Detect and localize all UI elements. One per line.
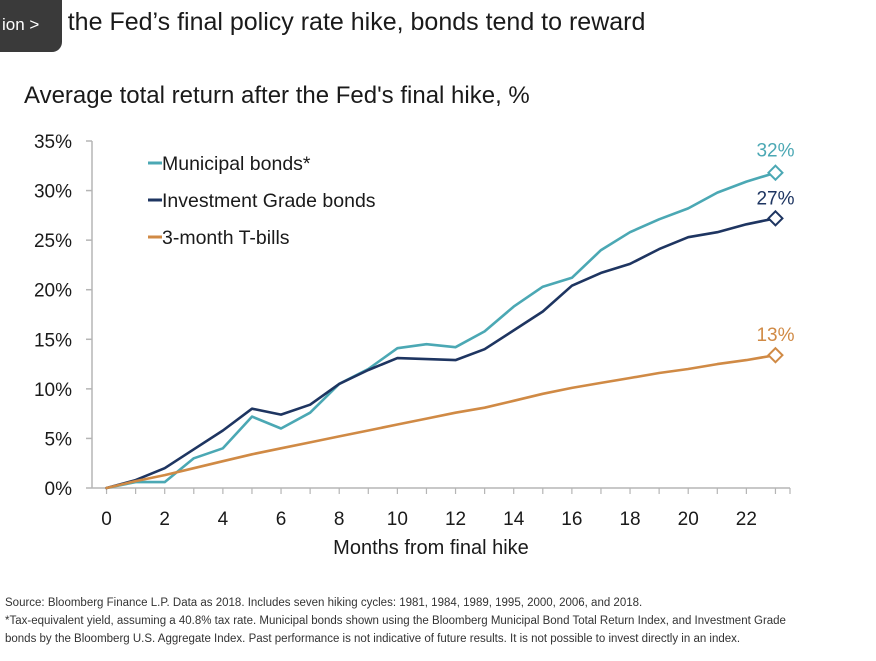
- x-tick-label: 20: [678, 509, 699, 530]
- x-tick-label: 12: [445, 509, 466, 530]
- y-tick-label: 5%: [45, 429, 73, 450]
- x-tick-label: 22: [736, 509, 757, 530]
- x-tick-label: 4: [218, 509, 229, 530]
- chart-title: Average total return after the Fed's fin…: [24, 82, 530, 109]
- end-point-marker: [767, 209, 784, 227]
- footnotes: Source: Bloomberg Finance L.P. Data as 2…: [5, 594, 871, 648]
- x-tick-label: 6: [276, 509, 287, 530]
- y-tick-label: 30%: [34, 182, 72, 203]
- source-note: Source: Bloomberg Finance L.P. Data as 2…: [5, 597, 643, 609]
- line-chart: 0% 5% 10% 15% 20% 25% 30% 35% 0 2 4 6 8 10 12 14 16 18 20 2…: [34, 132, 795, 559]
- x-tick-label: 16: [561, 509, 582, 530]
- end-value-label: 32%: [756, 141, 794, 162]
- legend-label: Investment Grade bonds: [162, 190, 376, 212]
- series-line: [105, 171, 777, 490]
- legend-label: 3-month T-bills: [162, 227, 290, 249]
- series-line: [105, 217, 777, 490]
- y-tick-label: 10%: [34, 380, 72, 401]
- legend-label: Municipal bonds*: [162, 153, 311, 175]
- series-line: [105, 353, 777, 490]
- x-axis-label: Months from final hike: [333, 537, 529, 559]
- x-tick-label: 14: [503, 509, 525, 530]
- end-value-label: 27%: [756, 188, 794, 209]
- tax-note-line-2: bonds by the Bloomberg U.S. Aggregate In…: [5, 633, 741, 645]
- y-tick-label: 20%: [34, 281, 72, 302]
- y-tick-label: 15%: [34, 330, 72, 351]
- y-tick-label: 25%: [34, 231, 72, 252]
- y-tick-label: 35%: [34, 132, 72, 153]
- x-tick-label: 8: [334, 509, 345, 530]
- end-point-marker: [767, 164, 784, 182]
- x-tick-label: 0: [101, 509, 112, 530]
- y-tick-label: 0%: [45, 479, 73, 500]
- tax-note-line-1: *Tax-equivalent yield, assuming a 40.8% …: [5, 615, 786, 627]
- x-tick-label: 2: [159, 509, 170, 530]
- x-tick-label: 10: [387, 509, 408, 530]
- headline: After the Fed’s final policy rate hike, …: [8, 8, 646, 36]
- back-nav-button[interactable]: ion >: [0, 0, 62, 52]
- end-value-label: 13%: [756, 325, 794, 346]
- x-tick-label: 18: [619, 509, 640, 530]
- end-point-marker: [767, 346, 784, 364]
